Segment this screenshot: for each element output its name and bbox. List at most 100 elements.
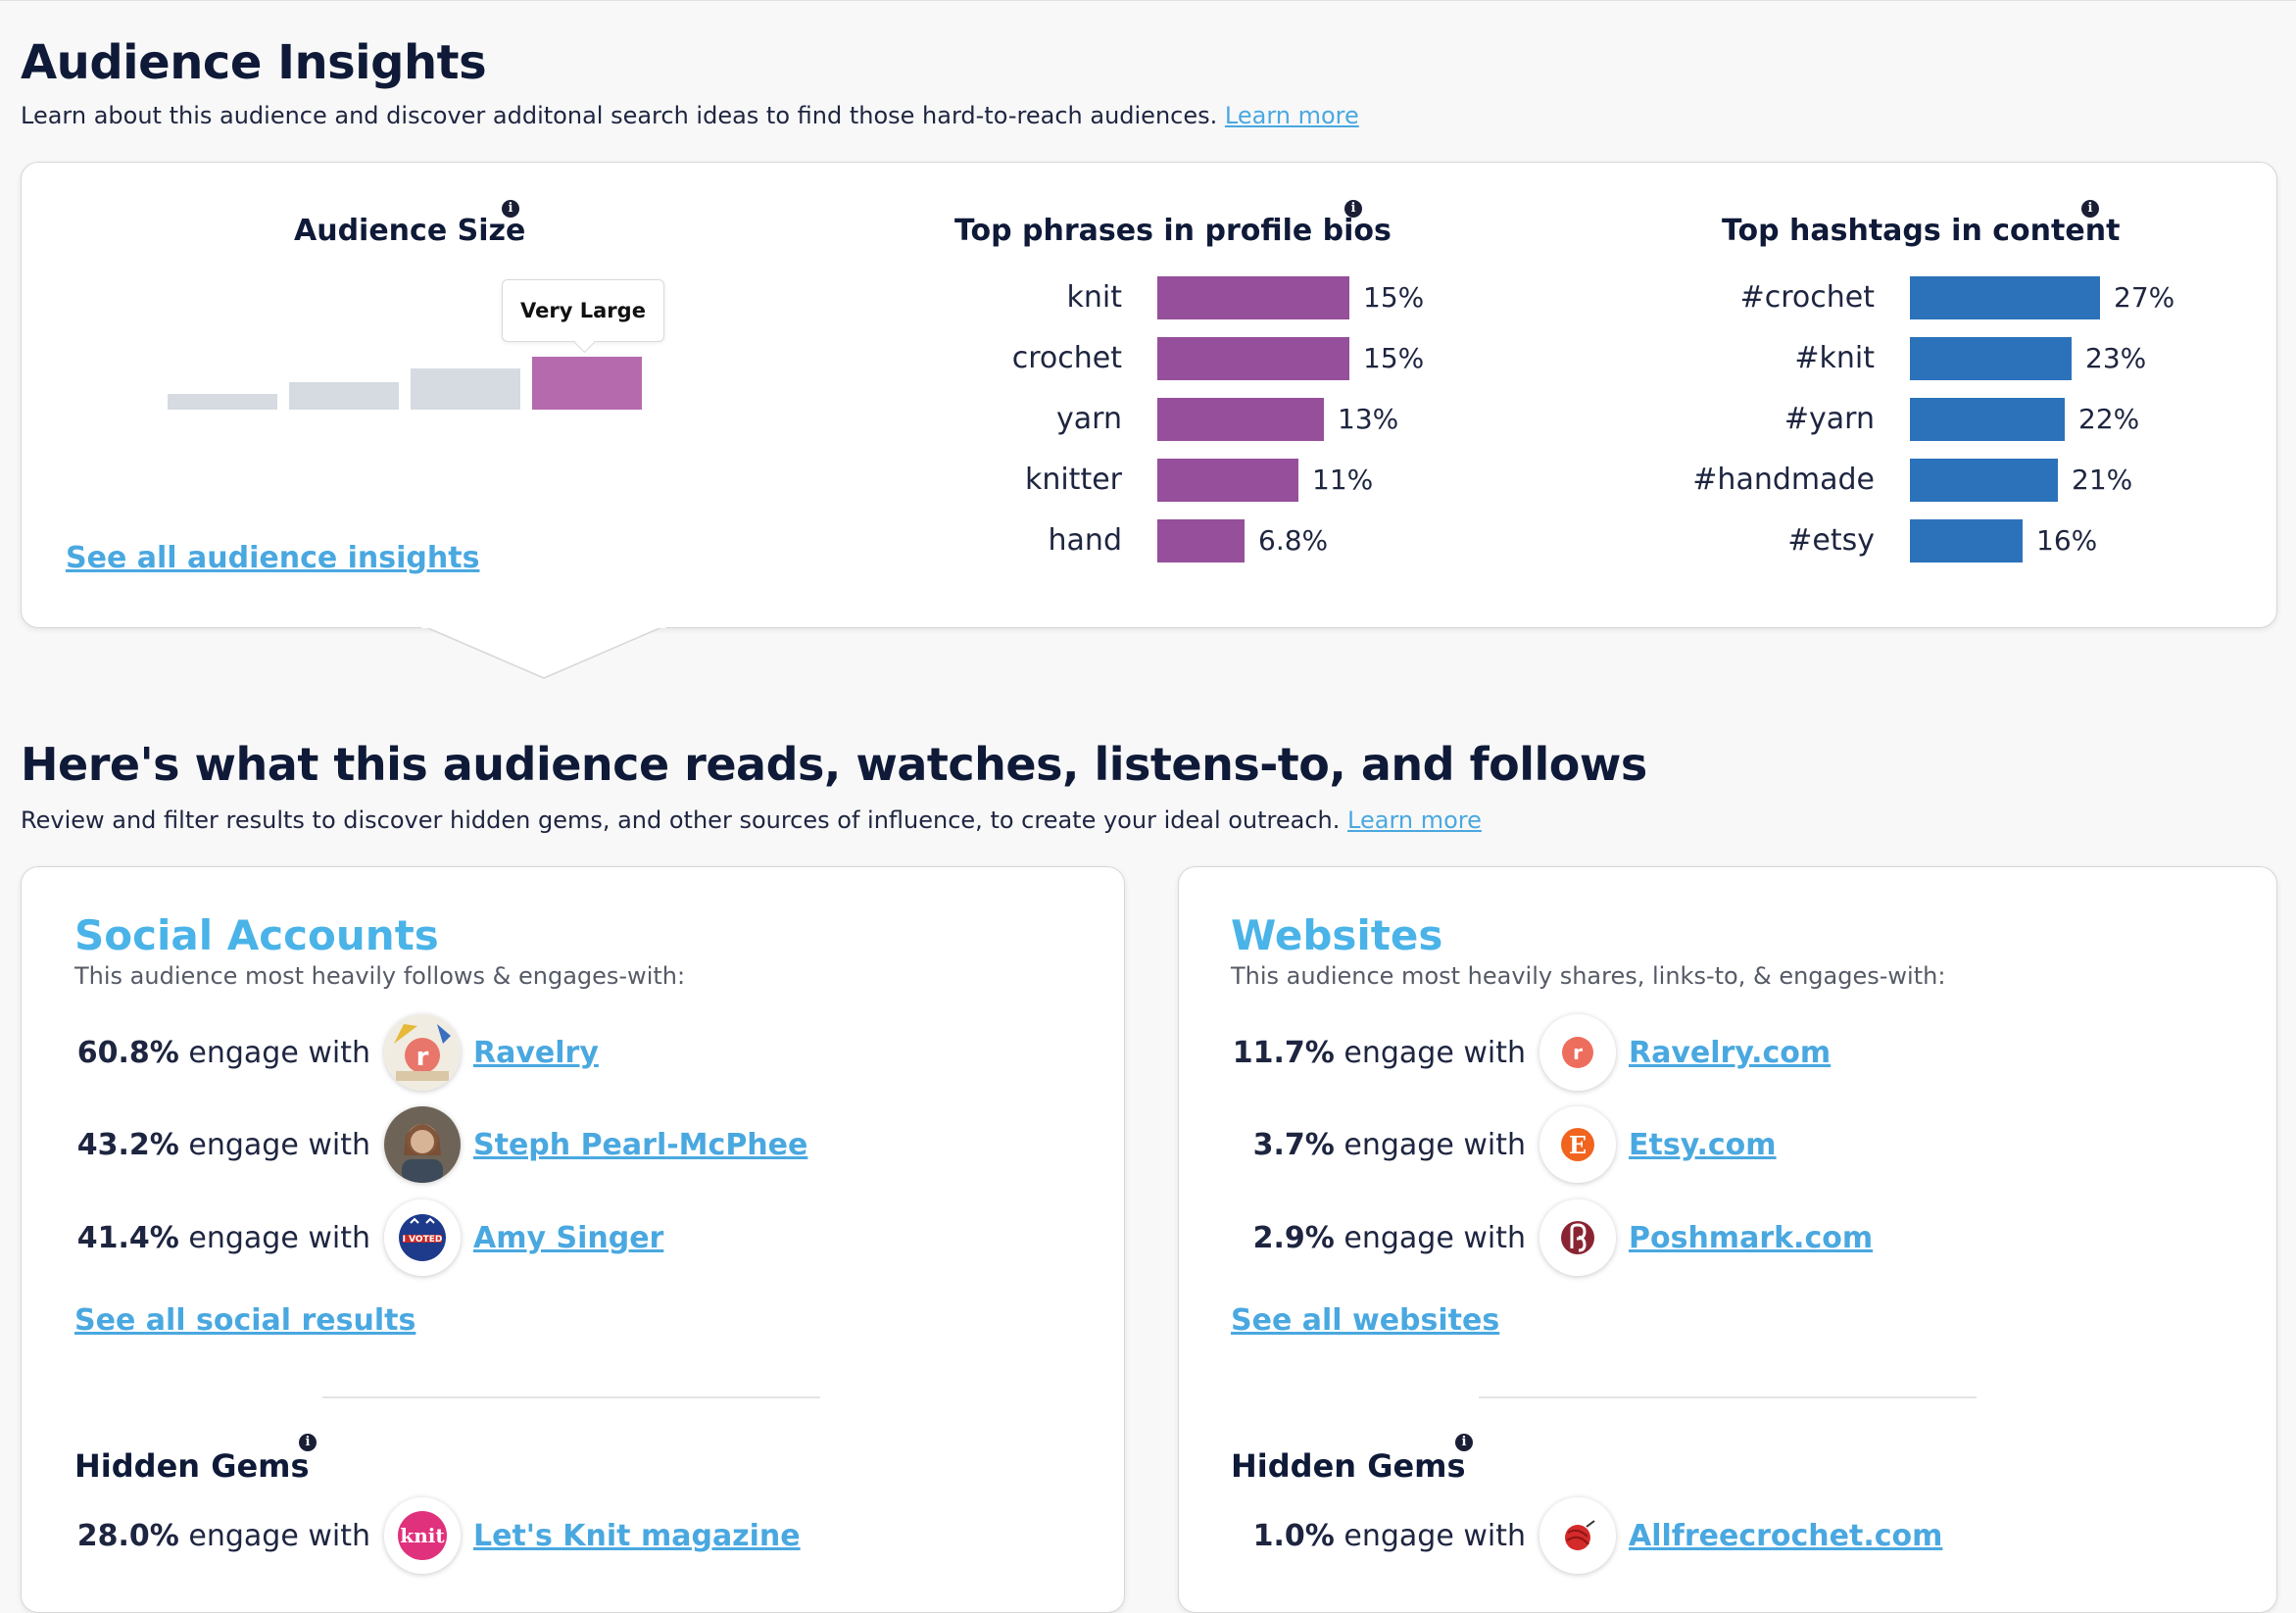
influence-learn-more-link[interactable]: Learn more [1347, 806, 1482, 834]
website-name-link[interactable]: Etsy.com [1629, 1128, 1777, 1162]
poshmark-logo-icon[interactable] [1539, 1199, 1616, 1276]
social-gem-engage-label: engage with [188, 1519, 370, 1553]
svg-text:r: r [416, 1043, 429, 1072]
website-percent: 2.9% [1252, 1221, 1335, 1255]
social-hidden-gems-info-icon[interactable]: i [299, 1434, 317, 1451]
website-percent: 11.7% [1232, 1036, 1335, 1070]
website-percent: 3.7% [1252, 1128, 1335, 1162]
audience-size-title: Audience Size [294, 214, 526, 248]
svg-text:E: E [1569, 1131, 1587, 1159]
hashtags-value: 23% [2085, 342, 2147, 374]
audience-size-tooltip: Very Large [502, 279, 664, 342]
social-percent: 43.2% [76, 1128, 179, 1162]
audience-size-bar-1 [168, 394, 277, 410]
website-engage-label: engage with [1343, 1221, 1526, 1255]
website-name-link[interactable]: Ravelry.com [1629, 1036, 1832, 1070]
social-name-link[interactable]: Ravelry [473, 1036, 599, 1070]
insights-learn-more-link[interactable]: Learn more [1224, 102, 1359, 129]
svg-text:knit: knit [400, 1524, 445, 1547]
websites-hidden-gems-info-icon[interactable]: i [1455, 1434, 1473, 1451]
hashtags-title: Top hashtags in content [1722, 214, 2121, 248]
social-engage-text: 41.4% engage with [77, 1199, 370, 1278]
hashtags-label: #crochet [1739, 280, 1875, 315]
page-title: Audience Insights [21, 35, 487, 90]
phrases-title: Top phrases in profile bios [954, 214, 1392, 248]
hashtags-bar [1910, 459, 2058, 502]
top-divider [0, 0, 2296, 1]
social-name-link[interactable]: Amy Singer [473, 1221, 664, 1255]
influence-subtitle-text: Review and filter results to discover hi… [21, 806, 1341, 834]
hashtags-value: 21% [2072, 464, 2133, 496]
hashtags-value: 16% [2036, 524, 2098, 557]
social-engage-label: engage with [188, 1128, 370, 1162]
social-name-link[interactable]: Steph Pearl-McPhee [473, 1128, 808, 1162]
card-pointer [421, 625, 666, 679]
phrases-bar [1157, 276, 1349, 319]
websites-subtitle: This audience most heavily shares, links… [1231, 962, 1946, 990]
hashtags-label: #handmade [1692, 463, 1875, 497]
phrases-info-icon[interactable]: i [1344, 200, 1362, 218]
website-gem-name-link[interactable]: Allfreecrochet.com [1629, 1519, 1943, 1553]
phrases-label: hand [1048, 523, 1122, 558]
lets-knit-avatar-icon[interactable]: knit [384, 1497, 461, 1574]
website-engage-text: 11.7% engage with [1233, 1014, 1526, 1093]
ravelry-logo-icon[interactable]: r [1539, 1014, 1616, 1091]
social-engage-label: engage with [188, 1221, 370, 1255]
website-engage-label: engage with [1343, 1128, 1526, 1162]
hashtags-info-icon[interactable]: i [2081, 200, 2099, 218]
etsy-logo-icon[interactable]: E [1539, 1106, 1616, 1183]
phrases-value: 15% [1363, 342, 1425, 374]
see-all-insights-link[interactable]: See all audience insights [66, 541, 480, 575]
insights-subtitle: Learn about this audience and discover a… [21, 102, 1359, 129]
websites-hidden-gems-title: Hidden Gems [1231, 1447, 1466, 1485]
social-engage-label: engage with [188, 1036, 370, 1070]
phrases-bar [1157, 459, 1298, 502]
social-gem-name-link[interactable]: Let's Knit magazine [473, 1519, 801, 1553]
hashtags-bar [1910, 337, 2072, 380]
influence-subtitle: Review and filter results to discover hi… [21, 806, 1482, 834]
svg-text:r: r [1573, 1041, 1583, 1064]
phrases-value: 6.8% [1258, 524, 1329, 557]
hashtags-value: 27% [2114, 281, 2175, 314]
hashtags-label: #etsy [1787, 523, 1875, 558]
see-all-websites-link[interactable]: See all websites [1231, 1303, 1500, 1338]
phrases-label: crochet [1011, 341, 1122, 375]
yarn-ball-icon[interactable] [1539, 1497, 1616, 1574]
website-engage-text: 2.9% engage with [1253, 1199, 1526, 1278]
social-gem-engage-text: 28.0% engage with [77, 1497, 370, 1576]
ravelry-avatar-icon[interactable]: r [384, 1014, 461, 1091]
person-avatar-icon[interactable] [384, 1106, 461, 1183]
social-divider [322, 1396, 820, 1398]
hashtags-value: 22% [2078, 403, 2140, 435]
social-accounts-card [21, 866, 1125, 1613]
website-engage-label: engage with [1343, 1036, 1526, 1070]
phrases-label: knitter [1024, 463, 1122, 497]
phrases-value: 13% [1338, 403, 1399, 435]
website-engage-text: 3.7% engage with [1253, 1106, 1526, 1185]
website-gem-engage-label: engage with [1343, 1519, 1526, 1553]
phrases-bar [1157, 337, 1349, 380]
hashtags-label: #yarn [1783, 402, 1875, 436]
hashtags-bar [1910, 519, 2023, 562]
phrases-label: yarn [1056, 402, 1122, 436]
audience-size-bar-2 [289, 382, 399, 410]
svg-text:I VOTED: I VOTED [403, 1235, 443, 1245]
phrases-bar [1157, 519, 1245, 562]
website-gem-engage-text: 1.0% engage with [1253, 1497, 1526, 1576]
website-name-link[interactable]: Poshmark.com [1629, 1221, 1874, 1255]
insights-subtitle-text: Learn about this audience and discover a… [21, 102, 1218, 129]
websites-divider [1479, 1396, 1977, 1398]
hashtags-label: #knit [1794, 341, 1875, 375]
influence-title: Here's what this audience reads, watches… [21, 738, 1647, 791]
social-accounts-title: Social Accounts [74, 911, 439, 959]
audience-size-info-icon[interactable]: i [502, 200, 519, 218]
social-accounts-subtitle: This audience most heavily follows & eng… [74, 962, 686, 990]
social-gem-percent: 28.0% [76, 1519, 179, 1553]
social-percent: 41.4% [76, 1221, 179, 1255]
social-engage-text: 43.2% engage with [77, 1106, 370, 1185]
audience-size-bar-4 [532, 357, 642, 410]
i-voted-avatar-icon[interactable]: I VOTED [384, 1199, 461, 1276]
social-percent: 60.8% [76, 1036, 179, 1070]
website-gem-percent: 1.0% [1252, 1519, 1335, 1553]
see-all-social-link[interactable]: See all social results [74, 1303, 416, 1338]
